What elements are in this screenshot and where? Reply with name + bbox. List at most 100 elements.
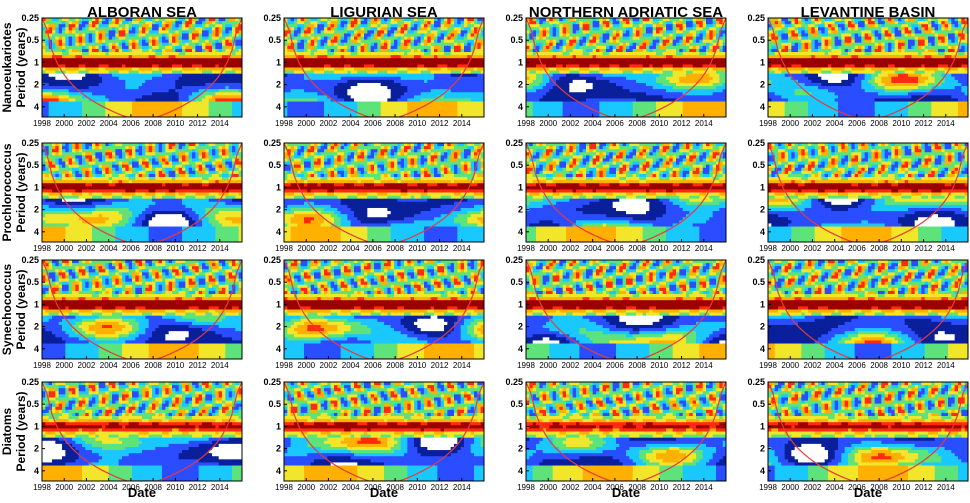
power-spectrum	[284, 143, 484, 242]
row-label: Nanoeukariotes	[0, 22, 14, 112]
y-tick-label: 1	[34, 421, 39, 431]
cone-of-influence	[284, 382, 484, 481]
y-tick-label: 0.25	[263, 13, 281, 23]
y-tick-label: 2	[34, 80, 39, 90]
x-tick-label: 2014	[453, 119, 471, 128]
x-tick-label: 1998	[33, 244, 51, 253]
row-label: Synechococcus	[0, 263, 14, 355]
x-tick-label: 2010	[408, 244, 426, 253]
x-tick-label: 2012	[189, 244, 207, 253]
power-spectrum	[526, 18, 726, 117]
power-spectrum	[768, 143, 968, 242]
x-tick-label: 2008	[870, 244, 888, 253]
cone-of-influence	[768, 260, 968, 359]
x-tick-label: 2004	[342, 244, 360, 253]
power-spectrum	[768, 260, 968, 359]
x-tick-label: 2014	[937, 244, 955, 253]
wavelet-panel: 0.25 0.5 1 2 4 1998 2000 2002 2004 2006 2008 2010 20…	[21, 13, 243, 128]
x-tick-label: 1998	[275, 119, 293, 128]
wavelet-panel: 0.25 0.5 1 2 4 1998 2000 2002 2004 2006 2008 2010 20…	[505, 13, 727, 128]
y-tick-label: 1	[276, 182, 281, 192]
x-tick-label: 2004	[100, 244, 118, 253]
y-tick-label: 4	[518, 466, 523, 476]
y-tick-label: 0.5	[510, 160, 523, 170]
cone-of-influence	[768, 382, 968, 481]
x-tick-label: 2000	[781, 361, 799, 370]
y-tick-label: 2	[276, 80, 281, 90]
x-tick-label: 2000	[297, 119, 315, 128]
x-axis-label: Date	[612, 485, 640, 500]
x-tick-label: 2010	[408, 119, 426, 128]
x-tick-label: 2000	[55, 244, 73, 253]
x-tick-label: 2002	[804, 119, 822, 128]
x-tick-label: 2002	[562, 244, 580, 253]
y-tick-label: 4	[34, 102, 39, 112]
wavelet-panel: 0.25 0.5 1 2 4 1998 2000 2002 2004 2006 2008 2010 20…	[747, 138, 969, 253]
y-tick-label: 4	[34, 466, 39, 476]
y-tick-label: 0.5	[752, 277, 765, 287]
x-tick-label: 2012	[189, 361, 207, 370]
x-tick-label: 1998	[517, 361, 535, 370]
x-tick-label: 1998	[759, 119, 777, 128]
wavelet-panel: 0.25 0.5 1 2 4 1998 2000 2002 2004 2006 2008 2010 20…	[21, 138, 243, 253]
y-tick-label: 0.25	[747, 377, 765, 387]
y-tick-label: 4	[518, 102, 523, 112]
x-tick-label: 2006	[364, 244, 382, 253]
x-tick-label: 2006	[122, 483, 140, 492]
y-tick-label: 0.25	[505, 255, 523, 265]
x-tick-label: 2000	[55, 119, 73, 128]
y-tick-label: 1	[760, 421, 765, 431]
y-tick-label: 2	[760, 322, 765, 332]
y-tick-label: 0.5	[26, 35, 39, 45]
x-tick-label: 2004	[100, 119, 118, 128]
y-tick-label: 1	[518, 299, 523, 309]
y-tick-label: 4	[760, 102, 765, 112]
y-tick-label: 1	[518, 182, 523, 192]
y-tick-label: 0.25	[263, 138, 281, 148]
x-tick-label: 2012	[673, 244, 691, 253]
panel-frame	[41, 381, 243, 482]
x-tick-label: 2014	[211, 483, 229, 492]
cone-of-influence	[768, 18, 968, 117]
x-tick-label: 2010	[650, 119, 668, 128]
x-tick-label: 1998	[33, 361, 51, 370]
x-tick-label: 2010	[892, 119, 910, 128]
cone-of-influence	[526, 143, 726, 242]
y-tick-label: 2	[34, 322, 39, 332]
y-tick-label: 2	[34, 444, 39, 454]
y-tick-label: 0.25	[263, 377, 281, 387]
panel-frame	[767, 259, 969, 360]
y-tick-label: 0.5	[510, 35, 523, 45]
y-tick-label: 4	[34, 227, 39, 237]
power-spectrum	[526, 382, 726, 481]
x-tick-label: 2010	[650, 483, 668, 492]
x-tick-label: 2000	[539, 483, 557, 492]
column-title: LEVANTINE BASIN	[801, 4, 936, 21]
wavelet-panel: 0.25 0.5 1 2 4 1998 2000 2002 2004 2006 2008 2010 20…	[263, 255, 485, 370]
x-tick-label: 2014	[695, 483, 713, 492]
x-tick-label: 2006	[606, 119, 624, 128]
x-tick-label: 2014	[211, 119, 229, 128]
y-tick-label: 0.25	[505, 138, 523, 148]
y-tick-label: 4	[760, 344, 765, 354]
x-tick-label: 2008	[870, 119, 888, 128]
wavelet-panel: 0.25 0.5 1 2 4 1998 2000 2002 2004 2006 2008 2010 20…	[505, 255, 727, 370]
y-tick-label: 0.5	[752, 399, 765, 409]
x-tick-label: 2006	[606, 244, 624, 253]
x-tick-label: 2010	[166, 483, 184, 492]
y-tick-label: 2	[276, 444, 281, 454]
panel-frame	[283, 17, 485, 118]
cone-of-influence	[768, 143, 968, 242]
x-tick-label: 1998	[517, 119, 535, 128]
x-tick-label: 2004	[584, 244, 602, 253]
x-tick-label: 2014	[695, 244, 713, 253]
x-tick-label: 2004	[342, 361, 360, 370]
y-tick-label: 2	[760, 444, 765, 454]
x-tick-label: 2004	[826, 244, 844, 253]
x-tick-label: 2008	[386, 119, 404, 128]
y-tick-label: 1	[276, 299, 281, 309]
power-spectrum	[284, 18, 484, 117]
x-tick-label: 2002	[562, 119, 580, 128]
x-tick-label: 2014	[937, 119, 955, 128]
column-title: NORTHERN ADRIATIC SEA	[529, 4, 723, 21]
